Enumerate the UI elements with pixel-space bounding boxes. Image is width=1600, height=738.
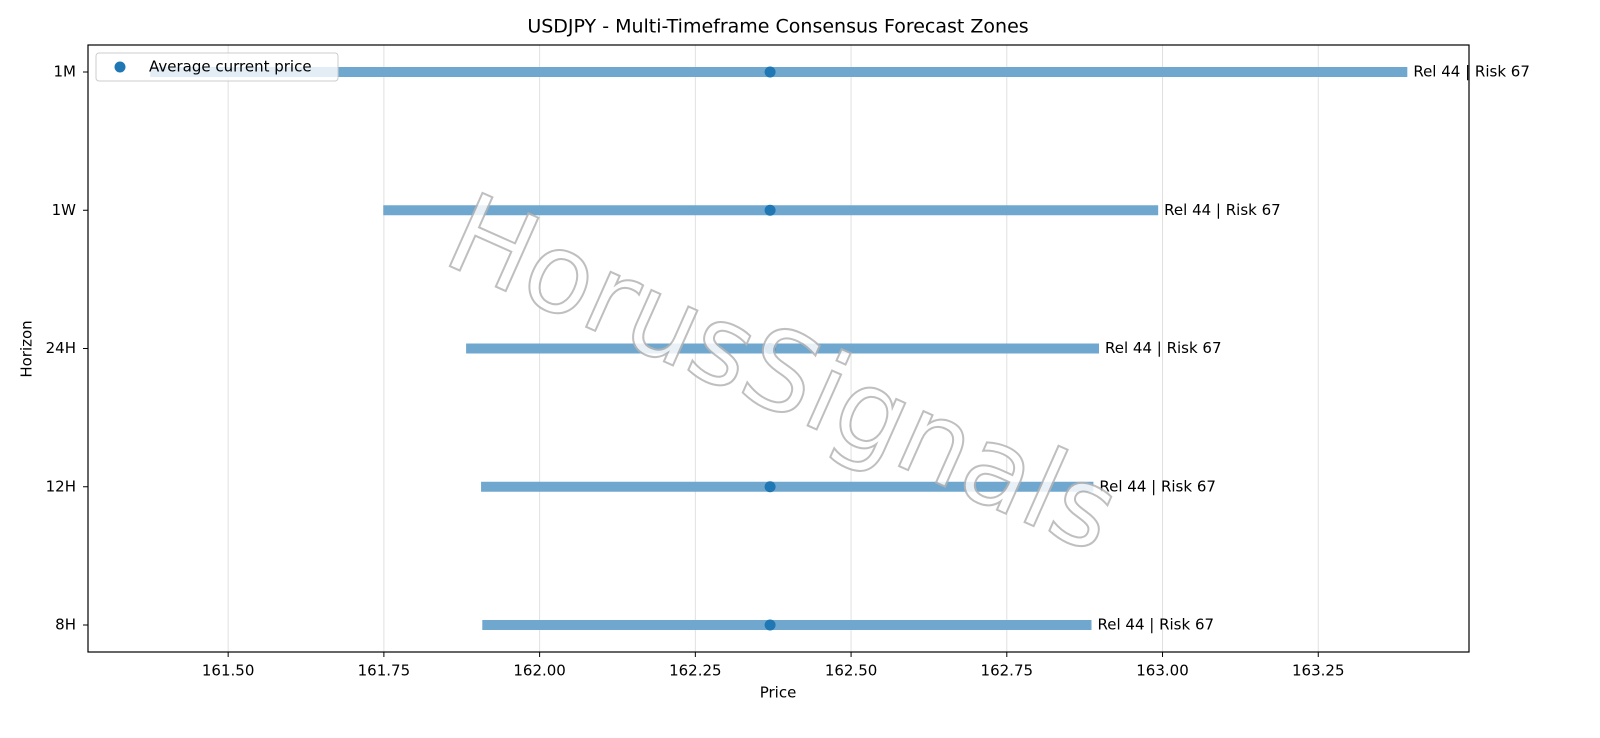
x-tick-label: 162.50 xyxy=(825,662,878,680)
current-price-dot xyxy=(764,204,776,216)
x-tick-label: 162.75 xyxy=(981,662,1034,680)
x-tick-label: 162.25 xyxy=(669,662,722,680)
legend-marker xyxy=(114,61,126,73)
x-tick-label: 163.25 xyxy=(1292,662,1345,680)
current-price-dot xyxy=(764,481,776,493)
x-axis-label: Price xyxy=(760,684,797,702)
legend: Average current price xyxy=(95,52,339,82)
range-bar xyxy=(150,67,1408,77)
legend-box xyxy=(95,52,339,82)
y-tick-label: 12H xyxy=(46,477,76,495)
current-price-dot xyxy=(764,343,776,354)
range-annotation: Rel 44 | Risk 67 xyxy=(1105,339,1222,357)
watermark: HorusSignals xyxy=(429,169,1137,578)
y-tick-label: 8H xyxy=(55,616,76,634)
x-tick-label: 163.00 xyxy=(1136,662,1189,680)
range-bar xyxy=(481,481,1094,492)
chart-title: USDJPY - Multi-Timeframe Consensus Forec… xyxy=(527,16,1028,38)
x-tick-label: 162.00 xyxy=(513,662,566,680)
y-tick-label: 24H xyxy=(46,339,76,357)
current-price-dot xyxy=(764,619,776,631)
x-tick-label: 161.75 xyxy=(358,662,411,680)
plot-frame xyxy=(87,44,1470,653)
y-tick-label: 1M xyxy=(54,63,77,81)
legend-label: Average current price xyxy=(149,58,312,76)
range-annotation: Rel 44 | Risk 67 xyxy=(1164,201,1281,219)
range-annotation: Rel 44 | Risk 67 xyxy=(1098,616,1215,634)
y-tick-label: 1W xyxy=(52,201,77,219)
x-tick-label: 161.50 xyxy=(202,662,255,680)
y-axis-label: Horizon xyxy=(18,320,36,377)
range-annotation: Rel 44 | Risk 67 xyxy=(1099,477,1216,495)
range-annotation: Rel 44 | Risk 67 xyxy=(1413,63,1530,81)
current-price-dot xyxy=(764,66,776,78)
range-bar xyxy=(466,343,1099,354)
range-bar xyxy=(482,620,1092,630)
